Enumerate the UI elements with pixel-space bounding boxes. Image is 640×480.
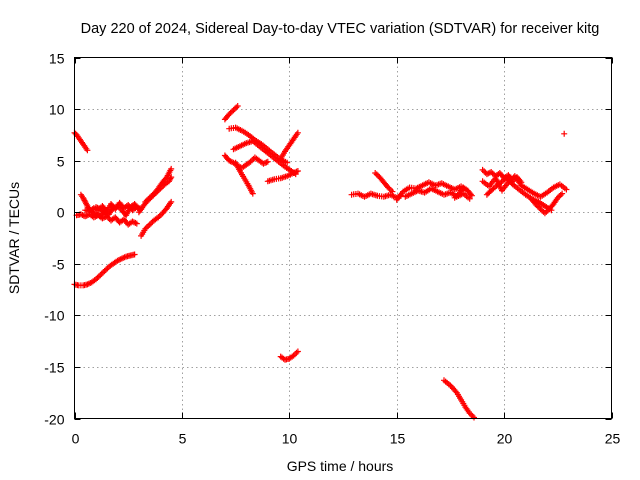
data-point (102, 214, 109, 220)
data-point (468, 192, 475, 199)
axis-ticks (74, 57, 613, 420)
data-point (97, 272, 104, 279)
y-tick-label: -5 (52, 257, 65, 273)
series-arc-11 (221, 103, 241, 123)
data-point (84, 147, 91, 154)
y-tick-label: 5 (57, 154, 65, 170)
series-arc-7 (138, 198, 175, 239)
series-arc-22 (451, 184, 475, 201)
data-point (168, 165, 175, 172)
data-point (563, 186, 570, 193)
series-arc-26 (479, 166, 525, 186)
data-point (263, 159, 270, 166)
series-arc-15 (264, 168, 301, 185)
x-tick-label: 5 (179, 431, 187, 447)
series-arc-19 (372, 170, 396, 195)
y-tick-label: -20 (44, 412, 64, 428)
x-tick-label: 20 (497, 431, 513, 447)
y-tick-label: -15 (44, 360, 64, 376)
data-point (133, 220, 140, 227)
y-tick-label: 0 (57, 205, 65, 221)
x-tick-labels: 0 5 10 15 20 25 (72, 431, 621, 447)
series-arc-23 (441, 377, 477, 421)
series-arc-27 (529, 190, 566, 217)
data-point (264, 158, 271, 165)
data-point (389, 188, 396, 195)
x-tick-label: 25 (605, 431, 621, 447)
data-point (294, 129, 301, 136)
data-point (294, 348, 301, 355)
x-tick-label: 10 (282, 431, 298, 447)
series-arc-6 (82, 199, 145, 215)
data-point (471, 414, 477, 421)
series-arc-2 (71, 251, 138, 289)
series-arc-9 (142, 165, 175, 205)
data-point (294, 168, 301, 174)
data-point (118, 255, 125, 262)
y-tick-label: 15 (49, 51, 65, 67)
x-axis-label: GPS time / hours (287, 458, 394, 474)
data-point (467, 191, 474, 198)
x-tick-label: 15 (390, 431, 406, 447)
y-axis-label: SDTVAR / TECUs (6, 182, 22, 294)
data-point (284, 159, 291, 166)
x-tick-label: 0 (72, 431, 80, 447)
data-point (249, 190, 256, 197)
data-point (559, 190, 566, 197)
series-arc-17 (277, 348, 301, 363)
data-points (71, 103, 570, 421)
series-arc-16 (277, 129, 301, 162)
y-tick-labels: -20 -15 -10 -5 0 5 10 15 (44, 51, 64, 428)
data-point (518, 179, 525, 186)
data-point (541, 210, 548, 217)
series-arc-13 (232, 159, 256, 197)
series-arc-1 (71, 129, 91, 154)
data-point (131, 251, 138, 258)
data-point (466, 195, 473, 202)
series-arc-28 (561, 130, 568, 137)
data-point (168, 198, 175, 205)
chart-title: Day 220 of 2024, Sidereal Day-to-day VTE… (81, 21, 600, 37)
data-point (234, 103, 241, 109)
y-tick-label: 10 (49, 102, 65, 118)
grid (74, 57, 612, 419)
y-tick-label: -10 (44, 308, 64, 324)
data-point (517, 178, 524, 184)
plot-frame (74, 57, 612, 419)
data-point (561, 130, 568, 137)
